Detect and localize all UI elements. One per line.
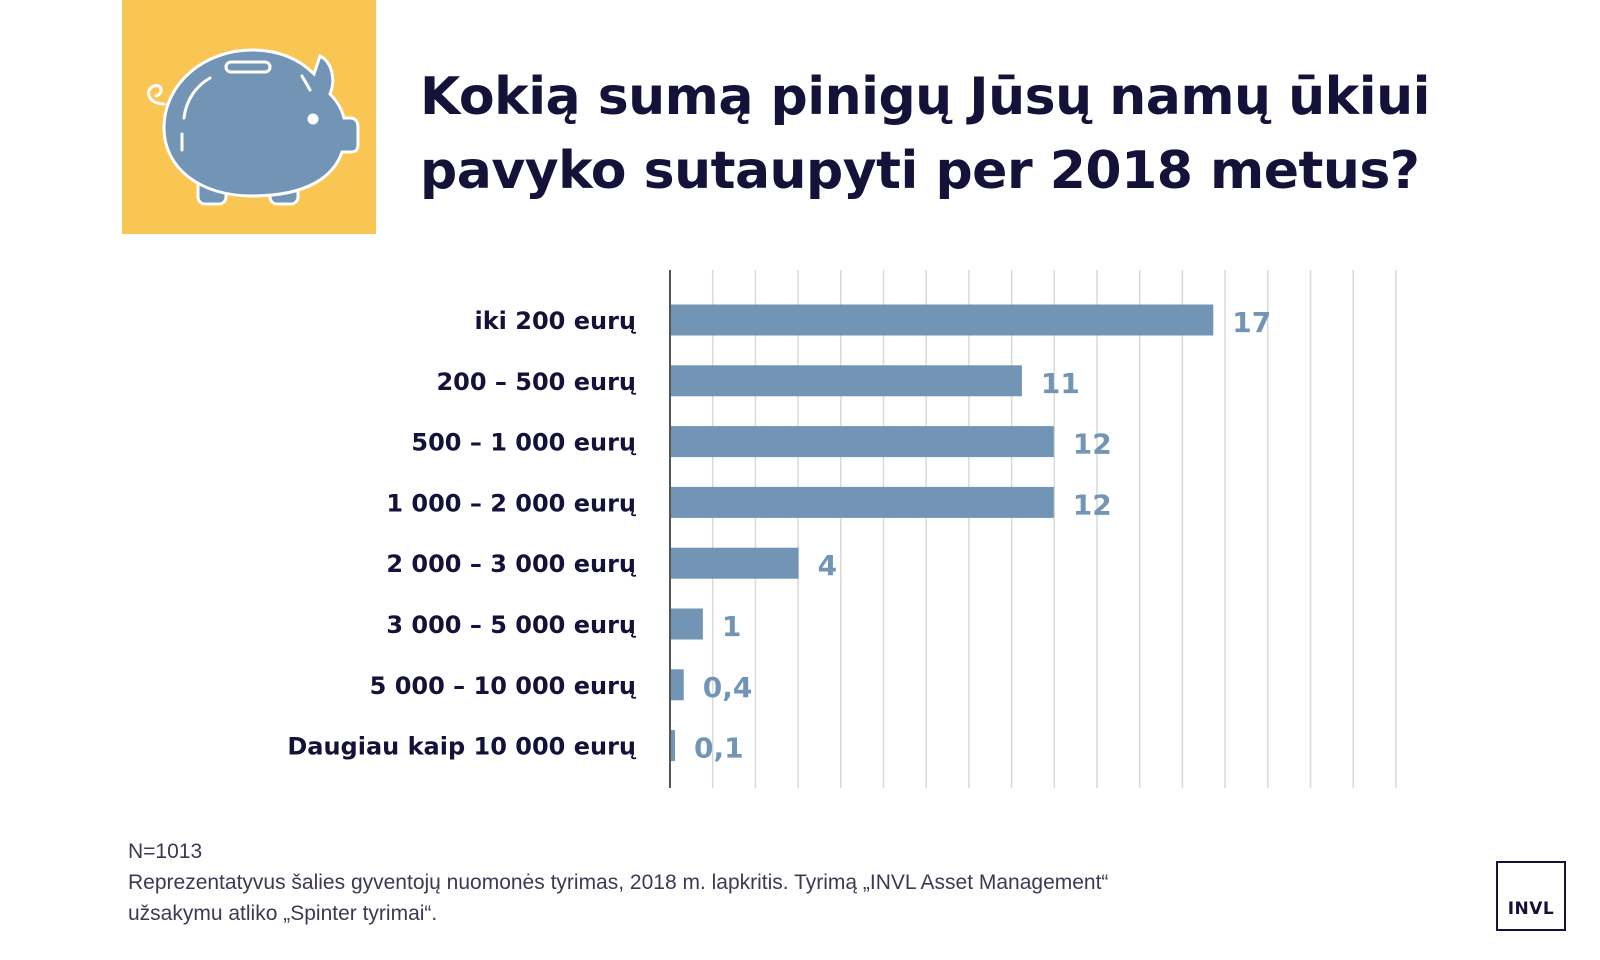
category-label: 2 000 – 3 000 eurų (386, 550, 637, 578)
bar (671, 608, 703, 640)
sample-size: N=1013 (128, 840, 203, 863)
footnote-line-2: užsakymu atliko „Spinter tyrimai“. (128, 902, 438, 925)
category-label: 3 000 – 5 000 eurų (386, 611, 637, 639)
category-label: 5 000 – 10 000 eurų (370, 672, 637, 700)
bar (671, 730, 675, 762)
category-label: 500 – 1 000 eurų (411, 429, 637, 457)
bar (671, 547, 799, 579)
value-label: 4 (818, 549, 837, 582)
bar (671, 426, 1054, 458)
bar (671, 304, 1214, 336)
value-label: 12 (1073, 488, 1112, 521)
piggy-bank-icon (147, 48, 360, 206)
title-line-2: pavyko sutaupyti per 2018 metus? (420, 141, 1420, 201)
value-label: 0,4 (703, 671, 753, 704)
category-label: 200 – 500 eurų (436, 368, 636, 396)
value-label: 11 (1041, 367, 1080, 400)
footnote-line-1: Reprezentatyvus šalies gyventojų nuomonė… (128, 871, 1109, 894)
value-label: 1 (722, 610, 741, 643)
logo-text: INVL (1507, 899, 1555, 919)
icon-box (122, 0, 376, 234)
category-label: Daugiau kaip 10 000 eurų (287, 733, 637, 761)
value-label: 12 (1073, 428, 1112, 461)
page-title: Kokią sumą pinigų Jūsų namų ūkiui pavyko… (420, 60, 1540, 208)
bar-chart: iki 200 eurų 17 200 – 500 eurų 11 500 – 1 00… (287, 270, 1397, 788)
category-label: 1 000 – 2 000 eurų (386, 489, 637, 517)
footnote: N=1013 Reprezentatyvus šalies gyventojų … (128, 836, 1328, 929)
value-label: 0,1 (694, 732, 744, 765)
category-label: iki 200 eurų (474, 307, 636, 335)
invl-logo: INVL (1496, 861, 1566, 931)
title-line-1: Kokią sumą pinigų Jūsų namų ūkiui (420, 67, 1430, 127)
bar (671, 365, 1022, 397)
bar (671, 669, 684, 701)
value-label: 17 (1232, 306, 1271, 339)
bar (671, 486, 1054, 518)
